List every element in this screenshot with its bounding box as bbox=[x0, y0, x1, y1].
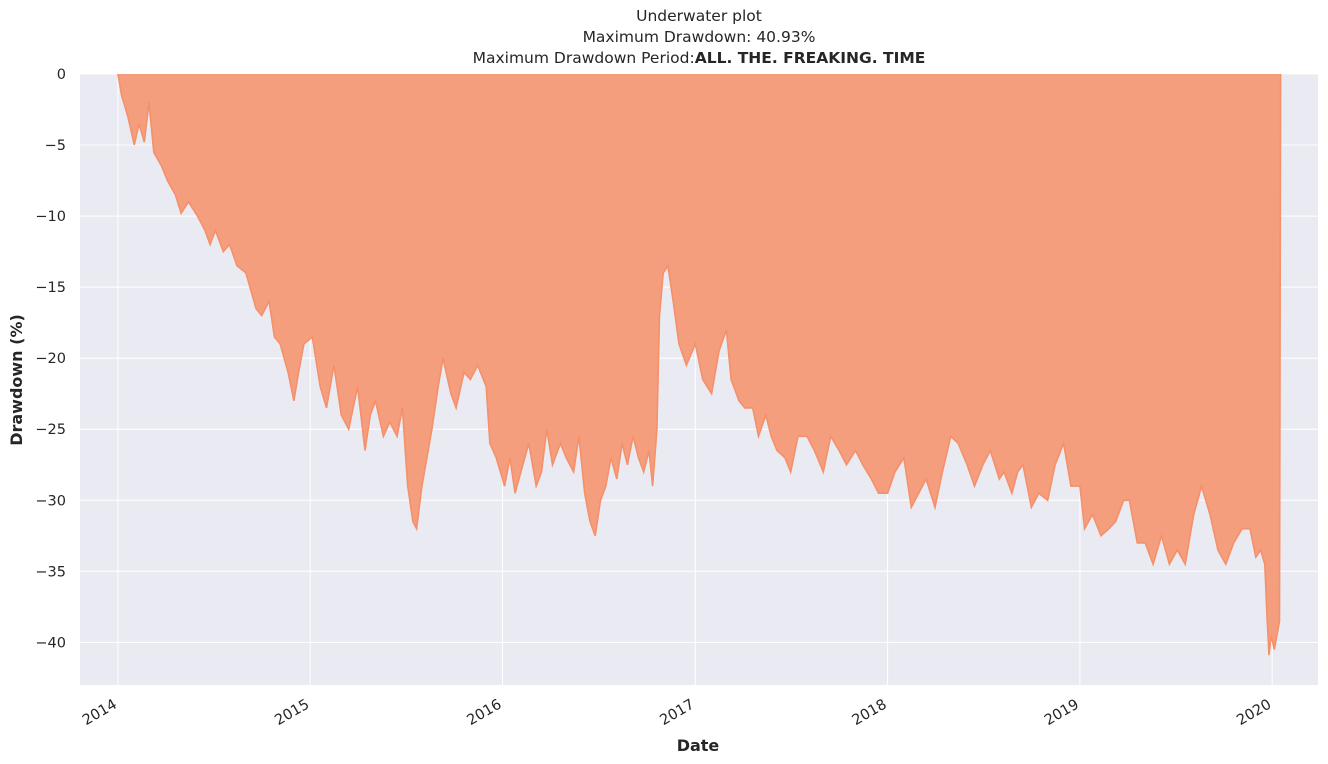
chart-title-line-3: Maximum Drawdown Period:ALL. THE. FREAKI… bbox=[80, 48, 1318, 69]
chart-title-line-1: Underwater plot bbox=[636, 7, 762, 25]
x-tick-label: 2020 bbox=[1234, 697, 1274, 729]
x-axis-tick-labels: 2014 2015 2016 2017 2018 2019 2020 bbox=[80, 697, 1274, 729]
drawdown-line bbox=[117, 73, 1282, 656]
x-tick-label: 2017 bbox=[657, 697, 697, 729]
x-tick-label: 2016 bbox=[465, 697, 505, 729]
y-tick-label: −20 bbox=[35, 351, 66, 367]
y-tick-label: −15 bbox=[35, 280, 66, 296]
x-tick-label: 2015 bbox=[272, 697, 312, 729]
max-drawdown-period-value: ALL. THE. FREAKING. TIME bbox=[694, 49, 926, 67]
y-tick-label: −40 bbox=[35, 635, 66, 651]
y-tick-label: −35 bbox=[35, 564, 66, 580]
x-tick-label: 2014 bbox=[80, 697, 120, 729]
y-tick-label: 0 bbox=[57, 67, 66, 83]
max-drawdown-period-label: Maximum Drawdown Period: bbox=[472, 49, 695, 67]
y-tick-label: −10 bbox=[35, 209, 66, 225]
y-tick-label: −5 bbox=[45, 138, 66, 154]
x-tick-label: 2019 bbox=[1042, 697, 1082, 729]
y-axis-tick-labels: 0 −5 −10 −15 −20 −25 −30 −35 −40 bbox=[35, 67, 66, 651]
y-tick-label: −25 bbox=[35, 422, 66, 438]
y-tick-label: −30 bbox=[35, 493, 66, 509]
y-axis-label: Drawdown (%) bbox=[7, 314, 26, 446]
drawdown-area-layer bbox=[117, 73, 1282, 656]
x-axis-label: Date bbox=[677, 736, 720, 755]
chart-title-line-2: Maximum Drawdown: 40.93% bbox=[582, 28, 816, 46]
x-tick-label: 2018 bbox=[850, 697, 890, 729]
chart-title: Underwater plot Maximum Drawdown: 40.93%… bbox=[80, 6, 1318, 69]
drawdown-area bbox=[117, 74, 1281, 656]
